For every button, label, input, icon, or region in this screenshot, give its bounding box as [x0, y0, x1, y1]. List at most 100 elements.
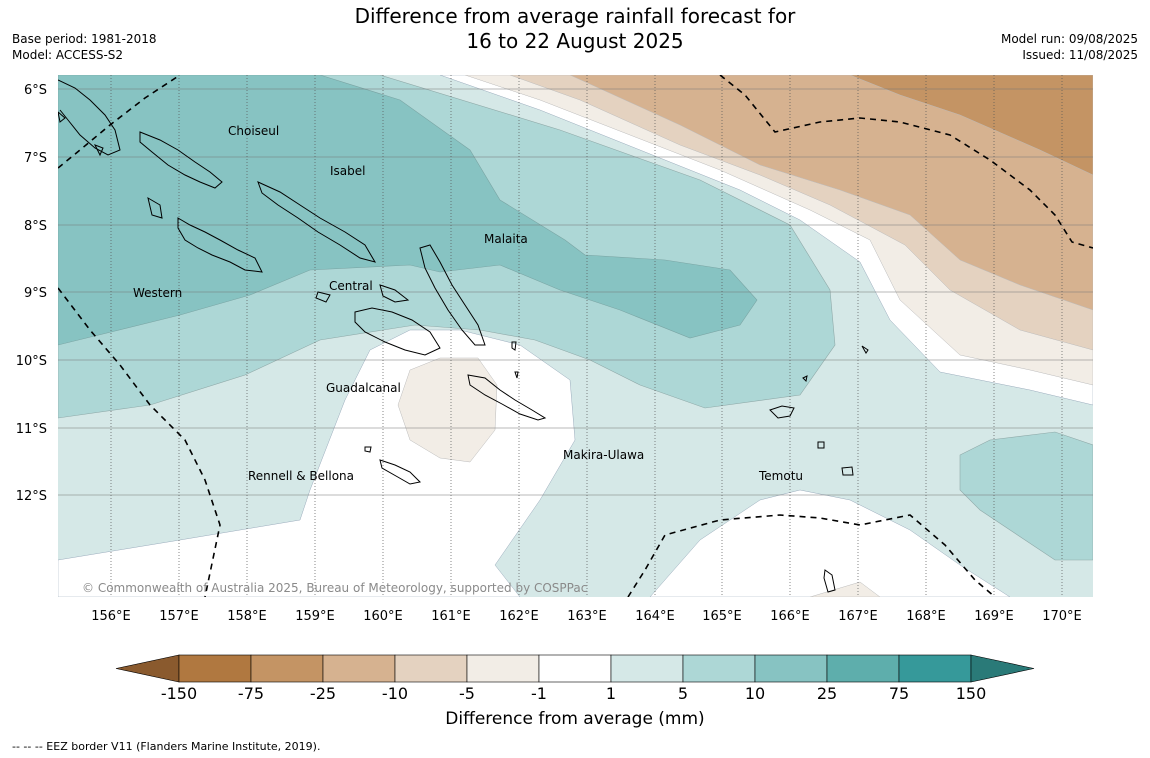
copyright-notice: © Commonwealth of Australia 2025, Bureau… — [82, 581, 587, 595]
band-minus5-to-minus1-guadalcanal — [397, 357, 498, 463]
coast-vanuatu-north — [823, 569, 836, 593]
lon-label: 169°E — [974, 609, 1014, 624]
colorbar-tick-label: 25 — [817, 684, 837, 703]
colorbar-segment — [826, 654, 900, 683]
longitude-gridlines — [110, 75, 1063, 597]
colorbar-tick-label: 75 — [889, 684, 909, 703]
label-makira-ulawa: Makira-Ulawa — [563, 448, 644, 462]
colorbar-segment — [178, 654, 252, 683]
colorbar-tick-label: 10 — [745, 684, 765, 703]
lat-label: 12°S — [16, 489, 47, 504]
lon-label: 159°E — [295, 609, 335, 624]
meta-right: Model run: 09/08/2025 Issued: 11/08/2025 — [1001, 31, 1138, 63]
coast-treasury — [93, 144, 104, 157]
colorbar-segment — [466, 654, 540, 683]
map-title: Difference from average rainfall forecas… — [0, 4, 1150, 54]
lon-label: 161°E — [431, 609, 471, 624]
latitude-gridlines — [58, 88, 1093, 496]
lon-label: 165°E — [702, 609, 742, 624]
eez-south — [627, 514, 996, 597]
label-central: Central — [329, 279, 373, 293]
lon-label: 157°E — [159, 609, 199, 624]
lat-label: 10°S — [16, 354, 47, 369]
eez-west — [58, 75, 181, 169]
colorbar-extend-low — [115, 654, 180, 683]
eez-border — [58, 75, 1093, 597]
lon-label: 156°E — [91, 609, 131, 624]
label-guadalcanal: Guadalcanal — [326, 381, 401, 395]
colorbar-segment — [898, 654, 972, 683]
colorbar-tick-label: -10 — [382, 684, 408, 703]
band-minus75-to-minus25 — [849, 75, 1093, 176]
colorbar-tick-label: 1 — [606, 684, 616, 703]
lon-label: 166°E — [770, 609, 810, 624]
coast-ulawa — [511, 341, 517, 351]
lat-label: 11°S — [16, 422, 47, 437]
base-period: Base period: 1981-2018 — [12, 32, 157, 46]
colorbar-segment — [322, 654, 396, 683]
colorbar-tick-label: -25 — [310, 684, 336, 703]
lon-label: 160°E — [363, 609, 403, 624]
model-name: Model: ACCESS-S2 — [12, 48, 124, 62]
coast-utupua — [841, 466, 854, 476]
lat-label: 7°S — [24, 151, 47, 166]
lat-label: 9°S — [24, 286, 47, 301]
coast-isabel — [257, 181, 377, 263]
lon-label: 163°E — [567, 609, 607, 624]
title-line-2: 16 to 22 August 2025 — [466, 29, 684, 53]
coast-rennell — [379, 459, 422, 485]
label-western: Western — [133, 286, 182, 300]
colorbar: -150 -75 -25 -10 -5 -1 1 5 10 25 75 150 — [115, 654, 1035, 703]
colorbar-extend-high — [970, 654, 1035, 683]
eez-southwest — [58, 287, 221, 597]
label-choiseul: Choiseul — [228, 124, 279, 138]
colorbar-tick-label: -75 — [238, 684, 264, 703]
coast-duff — [861, 345, 869, 354]
coastlines — [58, 79, 869, 593]
coast-ndende — [769, 405, 795, 419]
lon-label: 164°E — [635, 609, 675, 624]
colorbar-segments — [115, 654, 1035, 683]
lon-label: 170°E — [1042, 609, 1082, 624]
rainfall-anomaly-field: Choiseul Isabel Malaita Western Central … — [58, 75, 1093, 597]
coast-vella-lavella — [147, 196, 163, 219]
coast-vanikoro — [817, 441, 825, 449]
lon-label: 158°E — [227, 609, 267, 624]
label-temotu: Temotu — [758, 469, 803, 483]
coast-makira — [467, 374, 547, 421]
province-labels: Choiseul Isabel Malaita Western Central … — [133, 124, 803, 483]
eez-footnote: -- -- -- EEZ border V11 (Flanders Marine… — [12, 740, 321, 753]
coast-shortland — [58, 111, 66, 123]
latitude-labels: 6°S 7°S 8°S 9°S 10°S 11°S 12°S — [16, 83, 47, 504]
colorbar-segment — [754, 654, 828, 683]
colorbar-segment — [394, 654, 468, 683]
band-5-to-10-east — [959, 431, 1093, 561]
model-run: Model run: 09/08/2025 — [1000, 32, 1138, 46]
coast-santa-ana — [514, 371, 519, 379]
coast-reef-islands — [802, 375, 808, 383]
lon-label: 167°E — [838, 609, 878, 624]
band-10-to-25 — [58, 75, 758, 346]
coast-bougainville — [58, 79, 121, 156]
colorbar-tick-label: -1 — [531, 684, 547, 703]
colorbar-title: Difference from average (mm) — [445, 709, 705, 729]
coast-bellona — [364, 446, 372, 453]
eez-northeast — [719, 75, 1093, 249]
label-malaita: Malaita — [484, 232, 528, 246]
longitude-labels: 156°E 157°E 158°E 159°E 160°E 161°E 162°… — [91, 609, 1082, 624]
colorbar-segment — [610, 654, 684, 683]
coast-choiseul — [139, 131, 223, 189]
title-line-1: Difference from average rainfall forecas… — [354, 4, 796, 28]
label-rennell-bellona: Rennell & Bellona — [248, 469, 354, 483]
coast-nggela — [379, 284, 410, 303]
band-minus25-to-minus10 — [569, 75, 1093, 311]
colorbar-tick-label: 150 — [956, 684, 987, 703]
coast-new-georgia — [177, 217, 263, 273]
lon-label: 162°E — [499, 609, 539, 624]
colorbar-tick-label: -150 — [161, 684, 197, 703]
label-isabel: Isabel — [330, 164, 365, 178]
colorbar-segment — [538, 654, 612, 683]
meta-left: Base period: 1981-2018 Model: ACCESS-S2 — [12, 31, 157, 63]
colorbar-tick-label: 5 — [678, 684, 688, 703]
